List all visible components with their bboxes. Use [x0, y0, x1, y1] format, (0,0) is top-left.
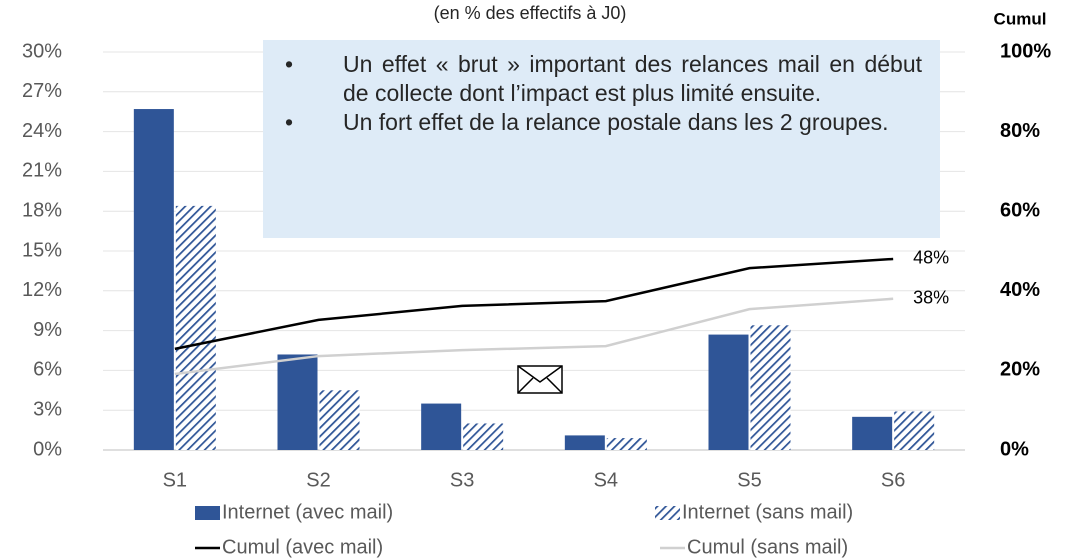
y2-tick-label: 40% [1000, 279, 1040, 301]
bar [421, 403, 462, 450]
bar [175, 205, 216, 450]
x-tick-label: S1 [163, 469, 187, 491]
y2-tick-label: 80% [1000, 120, 1040, 142]
y-tick-label: 3% [33, 398, 62, 420]
line [174, 297, 894, 376]
bar [277, 354, 318, 450]
chart-title: (en % des effectifs à J0) [434, 3, 627, 23]
bar [750, 325, 791, 450]
note-item: Un effet « brut » important des relances… [285, 50, 922, 108]
legend-label: Cumul (sans mail) [687, 536, 848, 558]
x-tick-label: S2 [306, 469, 330, 491]
bar [133, 109, 174, 451]
y-tick-label: 30% [22, 40, 62, 62]
y2-tick-label: 100% [1000, 40, 1051, 62]
x-tick-label: S5 [737, 469, 761, 491]
bar [463, 423, 504, 450]
note-item: Un fort effet de la relance postale dans… [285, 108, 922, 137]
y-tick-label: 27% [22, 80, 62, 102]
y2-tick-label: 0% [1000, 438, 1029, 460]
y2-tick-label: 60% [1000, 199, 1040, 221]
y2-tick-label: 20% [1000, 359, 1040, 381]
data-label: 38% [913, 288, 949, 308]
bar [708, 334, 749, 450]
legend-label: Internet (sans mail) [682, 501, 853, 523]
line [174, 257, 894, 351]
data-label: 48% [913, 248, 949, 268]
legend-label: Internet (avec mail) [222, 501, 393, 523]
y-tick-label: 21% [22, 160, 62, 182]
bar [564, 435, 605, 450]
bar [852, 416, 893, 450]
legend-swatch [655, 506, 680, 520]
legend-label: Cumul (avec mail) [222, 536, 383, 558]
y-tick-label: 9% [33, 319, 62, 341]
bar [319, 390, 360, 450]
note-box: Un effet « brut » important des relances… [263, 40, 940, 238]
legend-swatch [195, 506, 220, 520]
bar [606, 438, 647, 450]
envelope-icon [517, 365, 563, 394]
note-list: Un effet « brut » important des relances… [285, 50, 922, 137]
x-tick-label: S4 [594, 469, 618, 491]
x-tick-label: S6 [881, 469, 905, 491]
y-tick-label: 12% [22, 279, 62, 301]
bar [894, 411, 935, 450]
y-tick-label: 18% [22, 199, 62, 221]
y2-axis-title: Cumul [994, 9, 1047, 28]
y-tick-label: 24% [22, 120, 62, 142]
y-tick-label: 15% [22, 239, 62, 261]
x-tick-label: S3 [450, 469, 474, 491]
y-tick-label: 6% [33, 359, 62, 381]
y-tick-label: 0% [33, 438, 62, 460]
